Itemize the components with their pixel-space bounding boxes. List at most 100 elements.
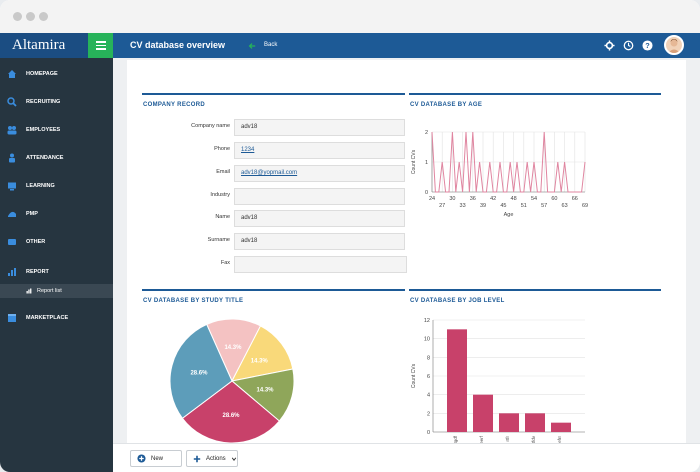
pie-slice-label: 14.3% — [251, 359, 269, 365]
field-label-company-name: Company name — [191, 123, 230, 129]
sidebar-item-label: EMPLOYEES — [26, 127, 61, 133]
pie-slice — [169, 323, 233, 419]
job-bar-chart: 0 2 4 6 8 10 12 tgdf eerf rtfr tfdv efrr Count CVs — [411, 318, 585, 444]
sidebar-item-employees[interactable]: EMPLOYEES — [0, 120, 113, 140]
x-tick-label: 27 — [439, 203, 445, 209]
age-chart-title: CV DATABASE BY AGE — [410, 102, 483, 108]
age-chart-section — [409, 93, 661, 95]
x-tick-label: tgdf — [453, 435, 458, 443]
x-tick-label: 48 — [511, 196, 517, 202]
study-pie-chart: 14.3% 14.3% 14.3% 28.6% 28.6% — [169, 318, 295, 444]
sidebar-item-label: LEARNING — [26, 183, 55, 189]
x-tick-label: 36 — [470, 196, 476, 202]
window-dot[interactable] — [13, 12, 22, 21]
sidebar-item-recruiting[interactable]: RECRUITING — [0, 92, 113, 112]
clock-icon[interactable] — [623, 40, 634, 51]
x-tick-label: 54 — [531, 196, 537, 202]
x-tick-label: 42 — [490, 196, 496, 202]
svg-text:?: ? — [645, 41, 650, 50]
x-tick-label: 57 — [541, 203, 547, 209]
pie-slice — [231, 325, 294, 382]
company-record-title: COMPANY RECORD — [143, 102, 205, 108]
email-field[interactable]: adv18@yopmail.com — [234, 165, 405, 182]
bar — [499, 413, 519, 432]
sidebar-item-label: ATTENDANCE — [26, 155, 64, 161]
y-tick-label: 1 — [425, 160, 428, 166]
menu-toggle-button[interactable] — [88, 33, 113, 58]
new-button[interactable]: New — [130, 450, 182, 467]
pie-slice-label: 28.6% — [190, 370, 208, 376]
y-tick-label: 0 — [425, 190, 428, 196]
pmp-icon — [8, 211, 16, 217]
sidebar-item-report[interactable]: REPORT — [0, 262, 113, 282]
window-chrome — [0, 0, 700, 33]
sidebar-item-label: RECRUITING — [26, 99, 61, 105]
job-chart-section — [409, 289, 661, 291]
company-name-field[interactable]: adv18 — [234, 119, 405, 136]
new-label: New — [151, 455, 164, 462]
name-field[interactable]: adv18 — [234, 210, 405, 227]
sidebar-item-homepage[interactable]: HOMEPAGE — [0, 64, 113, 84]
sidebar-item-learning[interactable]: LEARNING — [0, 176, 113, 196]
pie-slice-label: 14.3% — [257, 388, 275, 394]
y-axis-label: Count CVs — [411, 363, 417, 388]
study-chart-title: CV DATABASE BY STUDY TITLE — [143, 298, 244, 304]
phone-field[interactable]: 1234 — [234, 142, 405, 159]
y-tick-label: 0 — [427, 430, 430, 436]
y-tick-label: 2 — [427, 411, 430, 417]
back-arrow-icon — [248, 42, 256, 49]
sidebar-subitem-label: Report list — [37, 288, 62, 294]
chevron-down-icon — [231, 457, 236, 461]
sidebar-subitem-report-list[interactable]: Report list — [0, 284, 113, 298]
field-label-surname: Surname — [207, 237, 230, 243]
y-axis-label: Count CVs — [411, 149, 417, 174]
field-label-name: Name — [215, 214, 230, 220]
sidebar-item-attendance[interactable]: ATTENDANCE — [0, 148, 113, 168]
pie-slice — [230, 368, 295, 422]
x-tick-label: 39 — [480, 203, 486, 209]
learning-icon — [8, 182, 16, 191]
x-tick-label: 51 — [521, 203, 527, 209]
window-dot[interactable] — [39, 12, 48, 21]
x-tick-label: 69 — [582, 203, 588, 209]
y-tick-label: 10 — [424, 337, 430, 343]
y-tick-label: 6 — [427, 374, 430, 380]
pie-slice-label: 14.3% — [224, 345, 242, 351]
field-label-email: Email — [216, 169, 230, 175]
fax-field[interactable] — [234, 256, 407, 273]
back-button[interactable]: Back — [248, 33, 277, 58]
bar — [525, 413, 545, 432]
plus-icon — [193, 455, 201, 462]
report-icon — [8, 268, 16, 276]
home-icon — [8, 70, 16, 78]
x-tick-label: 24 — [429, 196, 435, 202]
job-chart-title: CV DATABASE BY JOB LEVEL — [410, 298, 505, 304]
page-title: CV database overview — [130, 40, 226, 50]
help-icon[interactable]: ? — [642, 40, 653, 51]
field-label-fax: Fax — [220, 260, 230, 266]
age-series-line — [431, 131, 586, 193]
attendance-icon — [9, 153, 15, 163]
field-label-industry: Industry — [210, 192, 230, 198]
recruiting-icon — [7, 97, 17, 107]
sidebar-item-other[interactable]: OTHER — [0, 232, 113, 252]
user-avatar-icon — [668, 39, 680, 53]
x-tick-label: 30 — [449, 196, 455, 202]
marketplace-icon — [8, 314, 16, 322]
surname-field[interactable]: adv18 — [234, 233, 405, 250]
sidebar-item-marketplace[interactable]: MARKETPLACE — [0, 308, 113, 328]
window-dot[interactable] — [26, 12, 35, 21]
field-label-phone: Phone — [214, 146, 230, 152]
x-tick-label: 60 — [551, 196, 557, 202]
brand-logo[interactable]: Altamira — [0, 33, 88, 58]
bar — [473, 394, 493, 432]
x-tick-label: 66 — [572, 196, 578, 202]
gear-icon[interactable] — [604, 40, 615, 51]
actions-button[interactable]: Actions — [186, 450, 238, 467]
actions-label: Actions — [206, 455, 226, 462]
sidebar-item-pmp[interactable]: PMP — [0, 204, 113, 224]
pie-slice-label: 28.6% — [223, 413, 241, 419]
industry-field[interactable] — [234, 188, 405, 205]
avatar[interactable] — [664, 35, 684, 55]
sidebar-item-label: MARKETPLACE — [26, 315, 69, 321]
